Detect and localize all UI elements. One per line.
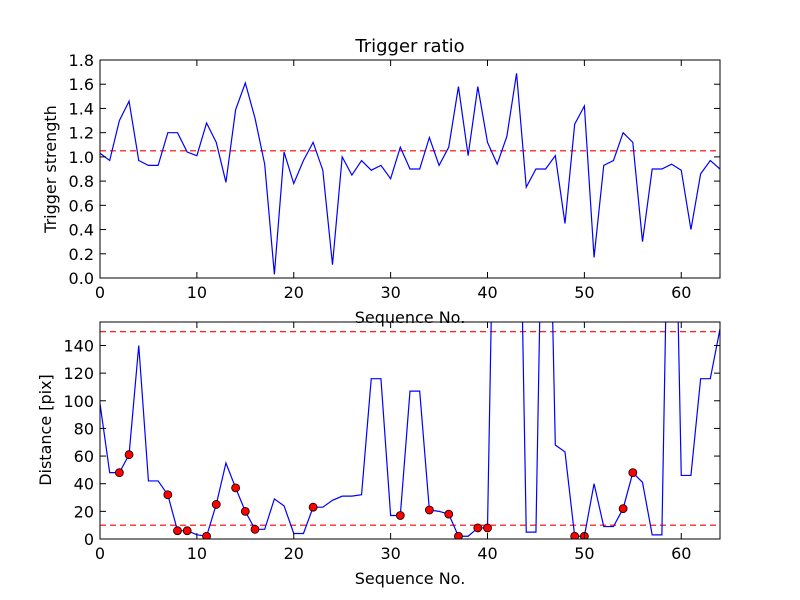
data-point — [182, 526, 192, 536]
x-axis-label: Sequence No. — [355, 308, 466, 327]
data-point — [483, 523, 492, 533]
x-tick-label: 40 — [477, 544, 497, 563]
y-tick-label: 0.6 — [69, 196, 94, 215]
y-axis-ticks: 0 20 40 60 80 100 120 140 — [63, 336, 720, 549]
data-point — [202, 531, 211, 539]
data-point — [211, 500, 221, 509]
y-tick-label: 0.0 — [69, 269, 94, 288]
data-point — [454, 531, 463, 539]
data-point — [124, 450, 134, 460]
y-tick-label: 1.8 — [69, 51, 94, 70]
y-axis-label: Trigger strength — [41, 105, 60, 234]
data-point — [173, 526, 182, 536]
x-tick-label: 20 — [284, 283, 304, 302]
y-tick-label: 0.4 — [69, 221, 94, 240]
x-tick-label: 30 — [380, 544, 400, 563]
y-tick-label: 40 — [74, 475, 94, 494]
y-tick-label: 0.8 — [69, 172, 94, 191]
chart-distance: 0 10 20 30 40 50 60 0 20 40 60 80 100 120 140 Sequenc… — [36, 321, 721, 588]
data-point — [250, 524, 260, 534]
data-point — [114, 468, 124, 478]
data-point — [240, 506, 250, 516]
x-tick-label: 10 — [187, 544, 207, 563]
x-tick-label: 40 — [477, 283, 497, 302]
x-tick-label: 10 — [187, 283, 207, 302]
y-tick-label: 60 — [74, 447, 94, 466]
plot-frame — [99, 321, 721, 540]
data-point — [231, 483, 241, 493]
x-axis-label: Sequence No. — [355, 569, 466, 588]
x-tick-label: 60 — [671, 283, 691, 302]
x-tick-label: 0 — [95, 283, 105, 302]
data-point — [308, 502, 318, 512]
chart-title: Trigger ratio — [354, 36, 464, 57]
plot-frame — [99, 59, 721, 279]
series-line — [100, 73, 720, 275]
y-tick-label: 20 — [74, 502, 94, 521]
y-tick-label: 1.4 — [69, 99, 94, 118]
y-tick-label: 1.2 — [69, 124, 94, 143]
x-tick-label: 30 — [380, 283, 400, 302]
plot-area — [100, 73, 720, 275]
data-point — [444, 509, 454, 519]
data-point — [570, 531, 580, 539]
y-tick-label: 1.6 — [69, 75, 94, 94]
x-tick-label: 50 — [574, 283, 594, 302]
data-point — [395, 511, 405, 520]
data-point — [163, 490, 173, 500]
x-axis-ticks: 0 10 20 30 40 50 60 — [95, 60, 691, 302]
y-tick-label: 120 — [63, 364, 94, 383]
y-axis-ticks: 0.0 0.2 0.4 0.6 0.8 1.0 1.2 1.4 1.6 1.8 — [69, 51, 720, 288]
x-tick-label: 50 — [574, 544, 594, 563]
data-point — [628, 468, 638, 478]
y-tick-label: 80 — [74, 419, 94, 438]
y-tick-label: 100 — [63, 392, 94, 411]
data-point — [618, 504, 628, 513]
data-point — [424, 505, 434, 515]
x-tick-label: 20 — [284, 544, 304, 563]
y-tick-label: 0.2 — [69, 245, 94, 264]
y-tick-label: 140 — [63, 336, 94, 355]
x-tick-label: 0 — [95, 544, 105, 563]
y-tick-label: 1.0 — [69, 148, 94, 167]
y-tick-label: 0 — [84, 530, 94, 549]
data-point — [473, 523, 483, 533]
x-tick-label: 60 — [671, 544, 691, 563]
plot-area — [100, 322, 720, 539]
y-axis-label: Distance [pix] — [36, 374, 55, 486]
